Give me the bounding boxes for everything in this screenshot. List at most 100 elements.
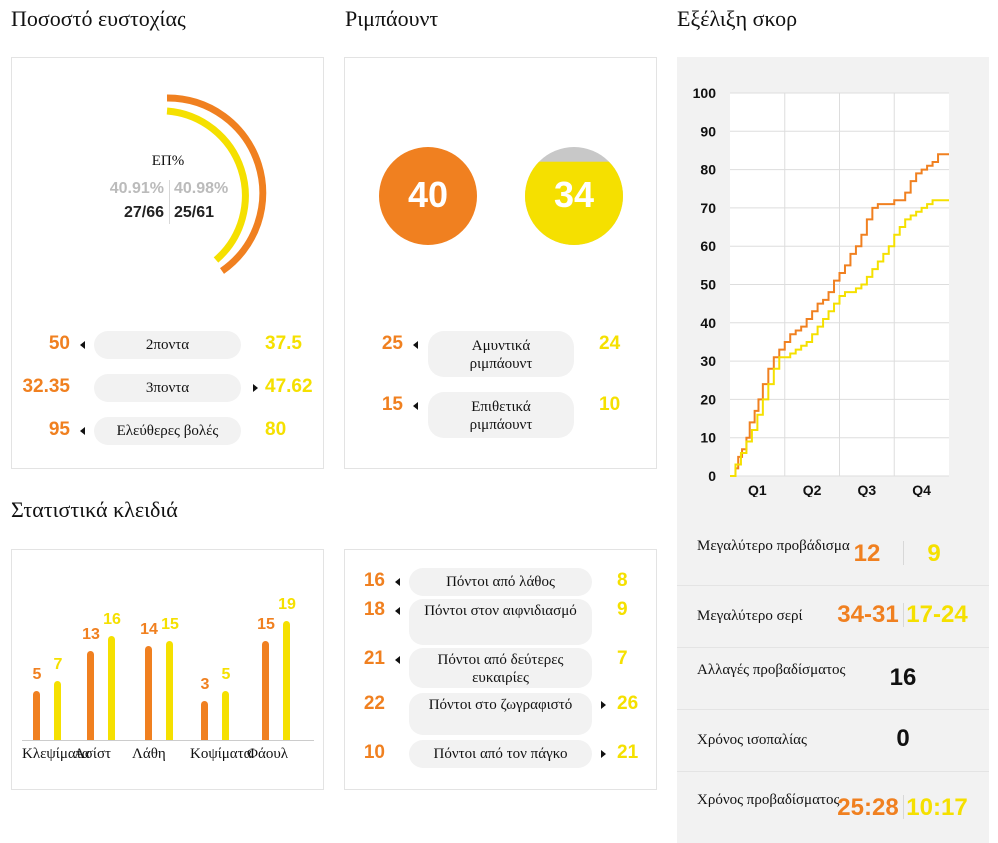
stat-bar-label: Ασίστ (74, 746, 112, 762)
two-pt-label: 2ποντα (94, 331, 241, 359)
accuracy-heading: Ποσοστό ευστοχίας (11, 6, 186, 31)
summary-row-biggest-lead: Μεγαλύτερο προβάδισμα 12 9 (677, 523, 989, 586)
accuracy-divider (169, 180, 170, 224)
summary-label-tied-time: Χρόνος ισοπαλίας (697, 732, 807, 748)
x-tick-label: Q2 (803, 482, 822, 497)
stat-bar-t2 (283, 621, 290, 740)
team1-accuracy-pct: 40.91% (109, 180, 164, 197)
y-tick-label: 60 (700, 238, 716, 254)
stat-bar-value-t1: 15 (257, 616, 275, 633)
two-pt-team2-value: 37.5 (265, 333, 302, 354)
def-rebounds-label: Αμυντικά ριμπάουντ (428, 331, 574, 377)
stat-bar-value-t1: 13 (82, 626, 100, 643)
key-stats-bars-panel: 5 7 Κλεψίματα 13 16 Ασίστ 14 15 Λάθη 3 5 Κοψίματα 15… (11, 549, 324, 790)
tied-time-value: 0 (896, 725, 910, 752)
points-label: Πόντοι στον αιφνιδιασμό (409, 599, 592, 645)
off-rebounds-team1-value: 15 (381, 394, 403, 415)
off-rebounds-team2-value: 10 (599, 394, 621, 415)
stat-bar-label: Φάουλ (247, 746, 289, 762)
accuracy-panel: ΕΠ% 40.91% 40.98% 27/66 25/61 50 2ποντα … (11, 57, 324, 469)
free-throws-leader-arrow-left (80, 427, 85, 435)
y-tick-label: 30 (700, 353, 716, 369)
x-tick-label: Q3 (858, 482, 877, 497)
points-team2-value: 9 (617, 599, 628, 620)
x-tick-label: Q4 (912, 482, 931, 497)
summary-label-biggest-run: Μεγαλύτερο σερί (697, 608, 803, 624)
points-team1-value: 10 (363, 742, 385, 763)
team2-rebounds-fill (525, 161, 623, 245)
free-throws-team1-value: 95 (48, 419, 70, 440)
three-pt-label: 3ποντα (94, 374, 241, 402)
stat-bar-label: Κοψίματα (190, 746, 252, 762)
score-evolution-heading: Εξέλιξη σκορ (677, 6, 798, 31)
points-label: Πόντοι από δεύτερες ευκαιρίες (409, 648, 592, 688)
points-leader-arrow-left (395, 656, 400, 664)
y-tick-label: 100 (693, 85, 717, 101)
summary-label-lead-changes: Αλλαγές προβαδίσματος (697, 662, 846, 678)
team2-rebounds-total: 34 (553, 174, 595, 215)
points-leader-arrow-left (395, 607, 400, 615)
stat-bar-t2 (54, 681, 61, 740)
stat-bar-t2 (222, 691, 229, 740)
points-label: Πόντοι στο ζωγραφιστό (409, 693, 592, 735)
def-rebounds-team1-value: 25 (381, 333, 403, 354)
two-pt-leader-arrow-left (80, 341, 85, 349)
stat-bar-t1 (201, 701, 208, 740)
summary-row-time-leading: Χρόνος προβαδίσματος 25:28 10:17 (677, 771, 989, 833)
biggest-lead-team2: 9 (927, 540, 941, 567)
stat-bar-value-t1: 3 (200, 676, 210, 693)
points-team2-value: 26 (617, 693, 639, 714)
bars-baseline (22, 740, 314, 741)
points-team1-value: 22 (363, 693, 385, 714)
points-leader-arrow-left (395, 578, 400, 586)
accuracy-label: ΕΠ% (151, 153, 185, 169)
score-series-line-2 (730, 199, 949, 477)
team1-accuracy-arc (166, 94, 267, 274)
summary-divider (903, 541, 904, 565)
def-rebounds-leader-arrow-left (413, 341, 418, 349)
stat-bar-t1 (87, 651, 94, 740)
y-tick-label: 40 (700, 315, 716, 331)
stat-bar-value-t2: 19 (278, 596, 296, 613)
off-rebounds-leader-arrow-left (413, 402, 418, 410)
three-pt-team2-value: 47.62 (265, 376, 313, 397)
score-series-line-1 (730, 153, 949, 477)
stat-bar-t1 (262, 641, 269, 740)
x-tick-label: Q1 (748, 482, 767, 497)
stat-bar-t2 (108, 636, 115, 740)
points-team1-value: 21 (363, 648, 385, 669)
points-leader-arrow-right (601, 750, 606, 758)
points-team1-value: 18 (363, 599, 385, 620)
points-team2-value: 21 (617, 742, 639, 763)
team1-accuracy-made: 27/66 (123, 204, 164, 221)
summary-label-time-leading: Χρόνος προβαδίσματος (697, 792, 840, 808)
stat-bar-value-t1: 14 (140, 621, 158, 638)
summary-row-biggest-run: Μεγαλύτερο σερί 34-31 17-24 (677, 585, 989, 648)
biggest-run-team2: 17-24 (906, 601, 968, 628)
points-team2-value: 7 (617, 648, 628, 669)
stat-bar-label: Κλεψίματα (22, 746, 90, 762)
score-chart-svg: 0 10 20 30 40 50 60 70 80 90 100 Q1 Q2 Q3 Q4 (693, 85, 949, 498)
biggest-lead-team1: 12 (853, 540, 881, 567)
y-tick-label: 80 (700, 162, 716, 178)
stat-bar-value-t2: 5 (221, 666, 231, 683)
team1-rebounds-total: 40 (407, 174, 449, 215)
y-tick-label: 70 (700, 200, 716, 216)
summary-divider (903, 603, 904, 627)
stat-bar-value-t2: 15 (161, 616, 179, 633)
rebounds-panel: 40 34 25 Αμυντικά ριμπάουντ 24 15 Επιθετ… (344, 57, 657, 469)
team2-rebounds-circle (525, 147, 623, 245)
def-rebounds-team2-value: 24 (599, 333, 621, 354)
time-leading-team1: 25:28 (837, 794, 899, 821)
score-evolution-chart: 0 10 20 30 40 50 60 70 80 90 100 Q1 Q2 Q3 Q4 (677, 57, 989, 498)
summary-row-tied-time: Χρόνος ισοπαλίας 0 (677, 709, 989, 772)
stat-bar-t1 (33, 691, 40, 740)
key-stats-heading: Στατιστικά κλειδιά (11, 497, 178, 522)
stat-bar-value-t2: 7 (53, 656, 63, 673)
team2-accuracy-made: 25/61 (174, 204, 215, 221)
points-leader-arrow-right (601, 701, 606, 709)
y-tick-label: 90 (700, 123, 716, 139)
team2-accuracy-pct: 40.98% (174, 180, 229, 197)
points-panel: 16 Πόντοι από λάθος 8 18 Πόντοι στον αιφνιδι… (344, 549, 657, 790)
summary-row-lead-changes: Αλλαγές προβαδίσματος 16 (677, 647, 989, 710)
